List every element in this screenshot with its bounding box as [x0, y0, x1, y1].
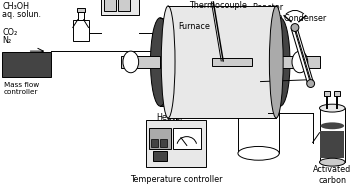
Bar	[173, 128, 201, 149]
Text: Thermocouple: Thermocouple	[189, 1, 247, 10]
Bar	[77, 8, 85, 12]
Text: Mass flow
controller: Mass flow controller	[4, 82, 39, 95]
Ellipse shape	[292, 51, 308, 73]
Ellipse shape	[320, 122, 344, 129]
Bar	[320, 131, 344, 158]
Text: Activated
carbon: Activated carbon	[313, 165, 352, 184]
Ellipse shape	[150, 18, 170, 106]
Ellipse shape	[123, 51, 139, 73]
Text: Heater: Heater	[156, 113, 184, 122]
Bar	[101, 0, 139, 15]
Ellipse shape	[320, 104, 345, 112]
Bar	[78, 12, 84, 20]
Text: CH₃OH: CH₃OH	[2, 2, 29, 11]
Bar	[153, 151, 167, 161]
Ellipse shape	[161, 6, 175, 118]
Bar	[320, 108, 345, 162]
Bar	[73, 20, 88, 41]
Text: Reactor
Sample: Reactor Sample	[252, 3, 283, 22]
Bar	[152, 139, 158, 147]
Bar	[252, 88, 266, 102]
Ellipse shape	[269, 6, 283, 118]
Bar	[334, 91, 340, 96]
Bar	[145, 120, 206, 167]
Text: aq. solun.: aq. solun.	[2, 10, 41, 19]
Bar	[149, 128, 171, 149]
Text: Pump: Pump	[109, 1, 131, 10]
Ellipse shape	[270, 18, 290, 106]
Bar	[121, 56, 160, 68]
Bar	[280, 56, 320, 68]
Bar	[238, 102, 279, 153]
Text: Temperature controller: Temperature controller	[130, 175, 222, 184]
Bar	[2, 52, 51, 77]
Bar	[168, 6, 276, 118]
Bar	[160, 18, 280, 106]
Text: CO₂: CO₂	[2, 28, 17, 36]
Text: Condenser: Condenser	[283, 14, 326, 23]
Circle shape	[291, 24, 299, 31]
Bar	[118, 0, 130, 11]
Ellipse shape	[320, 158, 345, 166]
Bar	[160, 139, 167, 147]
Text: Furnace: Furnace	[178, 22, 210, 31]
Ellipse shape	[238, 146, 279, 160]
Bar	[249, 82, 268, 88]
Bar	[104, 0, 116, 11]
Ellipse shape	[238, 96, 279, 108]
Bar	[324, 91, 330, 96]
Circle shape	[307, 80, 315, 88]
Bar	[212, 58, 252, 66]
Text: N₂: N₂	[2, 36, 11, 45]
